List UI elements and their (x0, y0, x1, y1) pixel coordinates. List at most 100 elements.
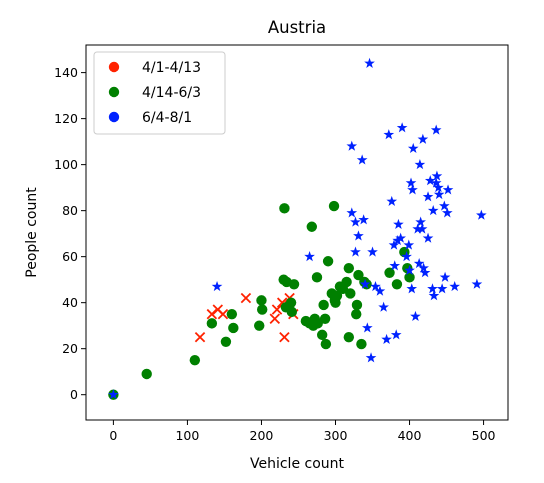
chart-title: Austria (268, 18, 326, 37)
y-tick: 60 (62, 249, 86, 264)
data-point (220, 336, 232, 347)
data-point (416, 223, 428, 234)
legend-item: 4/14-6/3 (108, 85, 201, 101)
data-point (410, 310, 421, 321)
y-tick: 140 (54, 65, 86, 80)
data-point (430, 177, 442, 188)
data-point (403, 239, 415, 250)
data-point (269, 313, 281, 325)
x-axis-label: Vehicle count (250, 456, 345, 472)
data-point (217, 308, 229, 320)
data-point (331, 290, 343, 301)
data-point (388, 239, 400, 250)
data-point (401, 251, 412, 262)
data-point (427, 205, 439, 216)
data-point (391, 279, 403, 290)
data-point (311, 272, 323, 283)
data-point (343, 262, 355, 274)
data-point (318, 299, 329, 311)
x-tick-label: 300 (324, 428, 348, 443)
data-point (430, 124, 442, 135)
data-point (211, 280, 223, 292)
data-point (288, 279, 300, 290)
data-point (383, 129, 395, 140)
legend-label: 6/4-8/1 (142, 110, 192, 126)
data-point (407, 142, 419, 154)
series-3 (108, 57, 487, 400)
data-point (405, 177, 417, 188)
data-point (412, 223, 423, 234)
data-point (346, 207, 358, 218)
data-point (418, 262, 429, 273)
data-point (413, 257, 425, 269)
data-point (364, 57, 375, 68)
legend-marker (108, 111, 120, 123)
data-point (433, 188, 445, 200)
data-point (343, 331, 355, 343)
y-tick: 80 (62, 203, 86, 218)
data-point (228, 322, 239, 334)
y-axis-label: People count (24, 187, 40, 278)
x-tick: 300 (324, 420, 348, 443)
legend-box (93, 51, 226, 135)
data-point (367, 246, 378, 257)
data-point (389, 260, 401, 271)
data-point (356, 338, 367, 350)
data-point (404, 272, 415, 283)
data-point (320, 338, 332, 350)
x-tick: 500 (472, 420, 496, 443)
legend-label: 4/14-6/3 (142, 85, 201, 101)
data-point (424, 175, 436, 186)
data-point (396, 122, 408, 133)
data-point (415, 216, 426, 227)
series-2 (108, 200, 415, 400)
y-tick: 0 (70, 387, 86, 402)
plot-area (108, 57, 487, 400)
data-point (345, 288, 356, 299)
data-point (374, 285, 386, 296)
data-point (271, 304, 283, 315)
data-point (279, 331, 290, 343)
data-point (206, 308, 218, 320)
data-point (439, 200, 450, 211)
axis-ticks: 0 100 200 300 400 500 0 20 40 60 80 100 120 140 (54, 65, 495, 443)
data-point (422, 232, 434, 243)
x-tick: 400 (398, 420, 422, 443)
y-tick-label: 20 (62, 341, 78, 356)
data-point (257, 304, 268, 315)
legend-marker (108, 61, 120, 73)
data-point (449, 280, 461, 292)
data-point (316, 329, 328, 341)
data-point (141, 368, 152, 380)
data-point (306, 221, 318, 232)
data-point (414, 159, 426, 170)
y-tick-label: 120 (54, 111, 78, 126)
data-point (378, 301, 389, 312)
data-point (279, 203, 290, 214)
y-tick-label: 140 (54, 65, 78, 80)
y-tick-label: 100 (54, 157, 78, 172)
data-point (441, 207, 453, 218)
data-point (240, 292, 252, 304)
x-tick: 100 (175, 420, 199, 443)
legend-item: 4/1-4/13 (108, 60, 201, 76)
data-point (386, 195, 398, 206)
data-point (395, 232, 406, 243)
data-point (428, 290, 440, 301)
data-point (350, 216, 361, 227)
data-point (256, 295, 267, 306)
data-point (350, 246, 361, 257)
data-point (422, 191, 434, 202)
data-point (442, 184, 454, 195)
legend-marker (108, 86, 120, 98)
x-tick-label: 500 (472, 428, 496, 443)
x-tick-label: 100 (175, 428, 199, 443)
data-point (286, 306, 298, 318)
legend-label: 4/1-4/13 (142, 60, 201, 76)
legend-item: 6/4-8/1 (108, 110, 192, 126)
data-point (226, 308, 238, 320)
data-point (406, 283, 418, 294)
axes-frame (85, 44, 509, 421)
data-point (353, 269, 364, 281)
